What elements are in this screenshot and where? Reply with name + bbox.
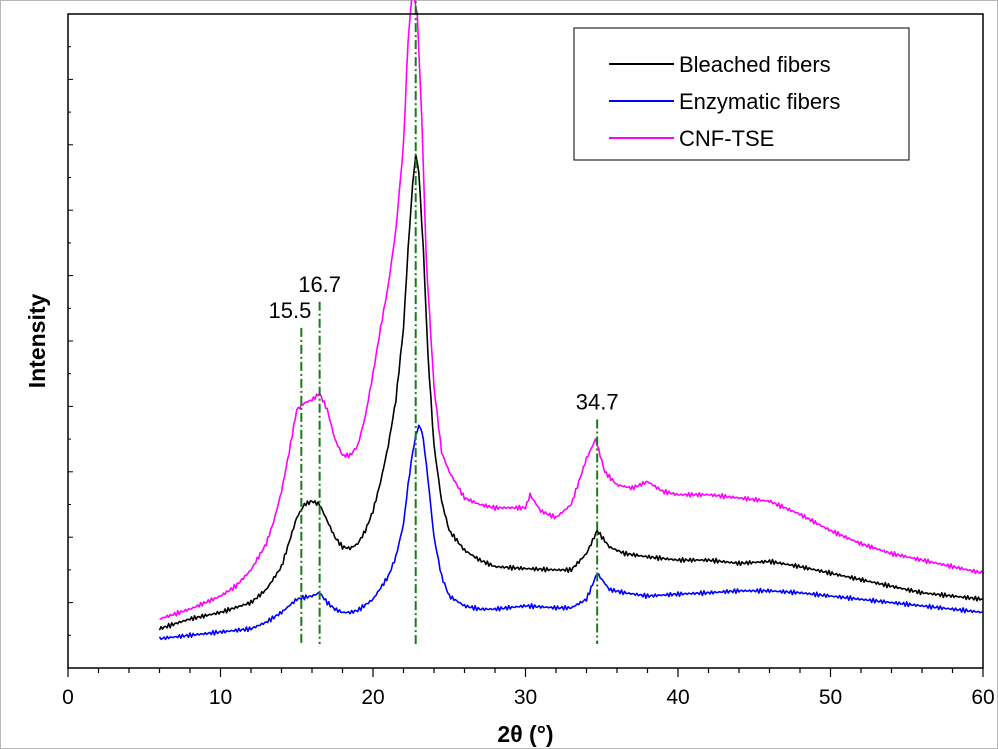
- x-tick-label: 60: [971, 686, 994, 709]
- x-tick-label: 0: [62, 686, 74, 709]
- legend-label-enzymatic-fibers: Enzymatic fibers: [679, 89, 840, 114]
- peak-label: 16.7: [298, 272, 341, 297]
- peak-label: 34.7: [576, 389, 619, 414]
- legend: Bleached fibers Enzymatic fibers CNF-TSE: [573, 27, 910, 161]
- y-axis-ticks: [68, 13, 73, 669]
- x-axis-ticks: 0 10 20 30 40 50 60: [62, 668, 995, 709]
- series-line-cnf-tse: [159, 0, 984, 620]
- series-line-bleached-fibers: [158, 153, 984, 631]
- x-tick-label: 10: [209, 686, 232, 709]
- y-axis-title: Intensity: [24, 294, 50, 389]
- legend-label-bleached-fibers: Bleached fibers: [679, 52, 831, 77]
- series-line-enzymatic-fibers: [158, 424, 984, 641]
- x-tick-label: 50: [819, 686, 842, 709]
- legend-label-cnf-tse: CNF-TSE: [679, 126, 774, 151]
- series-layer: [158, 0, 984, 641]
- peak-label: 15.5: [268, 298, 311, 323]
- annotation-layer: 15.516.722.534.7: [268, 0, 619, 644]
- x-axis-title: 2θ (°): [497, 721, 553, 747]
- x-tick-label: 40: [666, 686, 689, 709]
- x-tick-label: 30: [514, 686, 537, 709]
- x-tick-label: 20: [361, 686, 384, 709]
